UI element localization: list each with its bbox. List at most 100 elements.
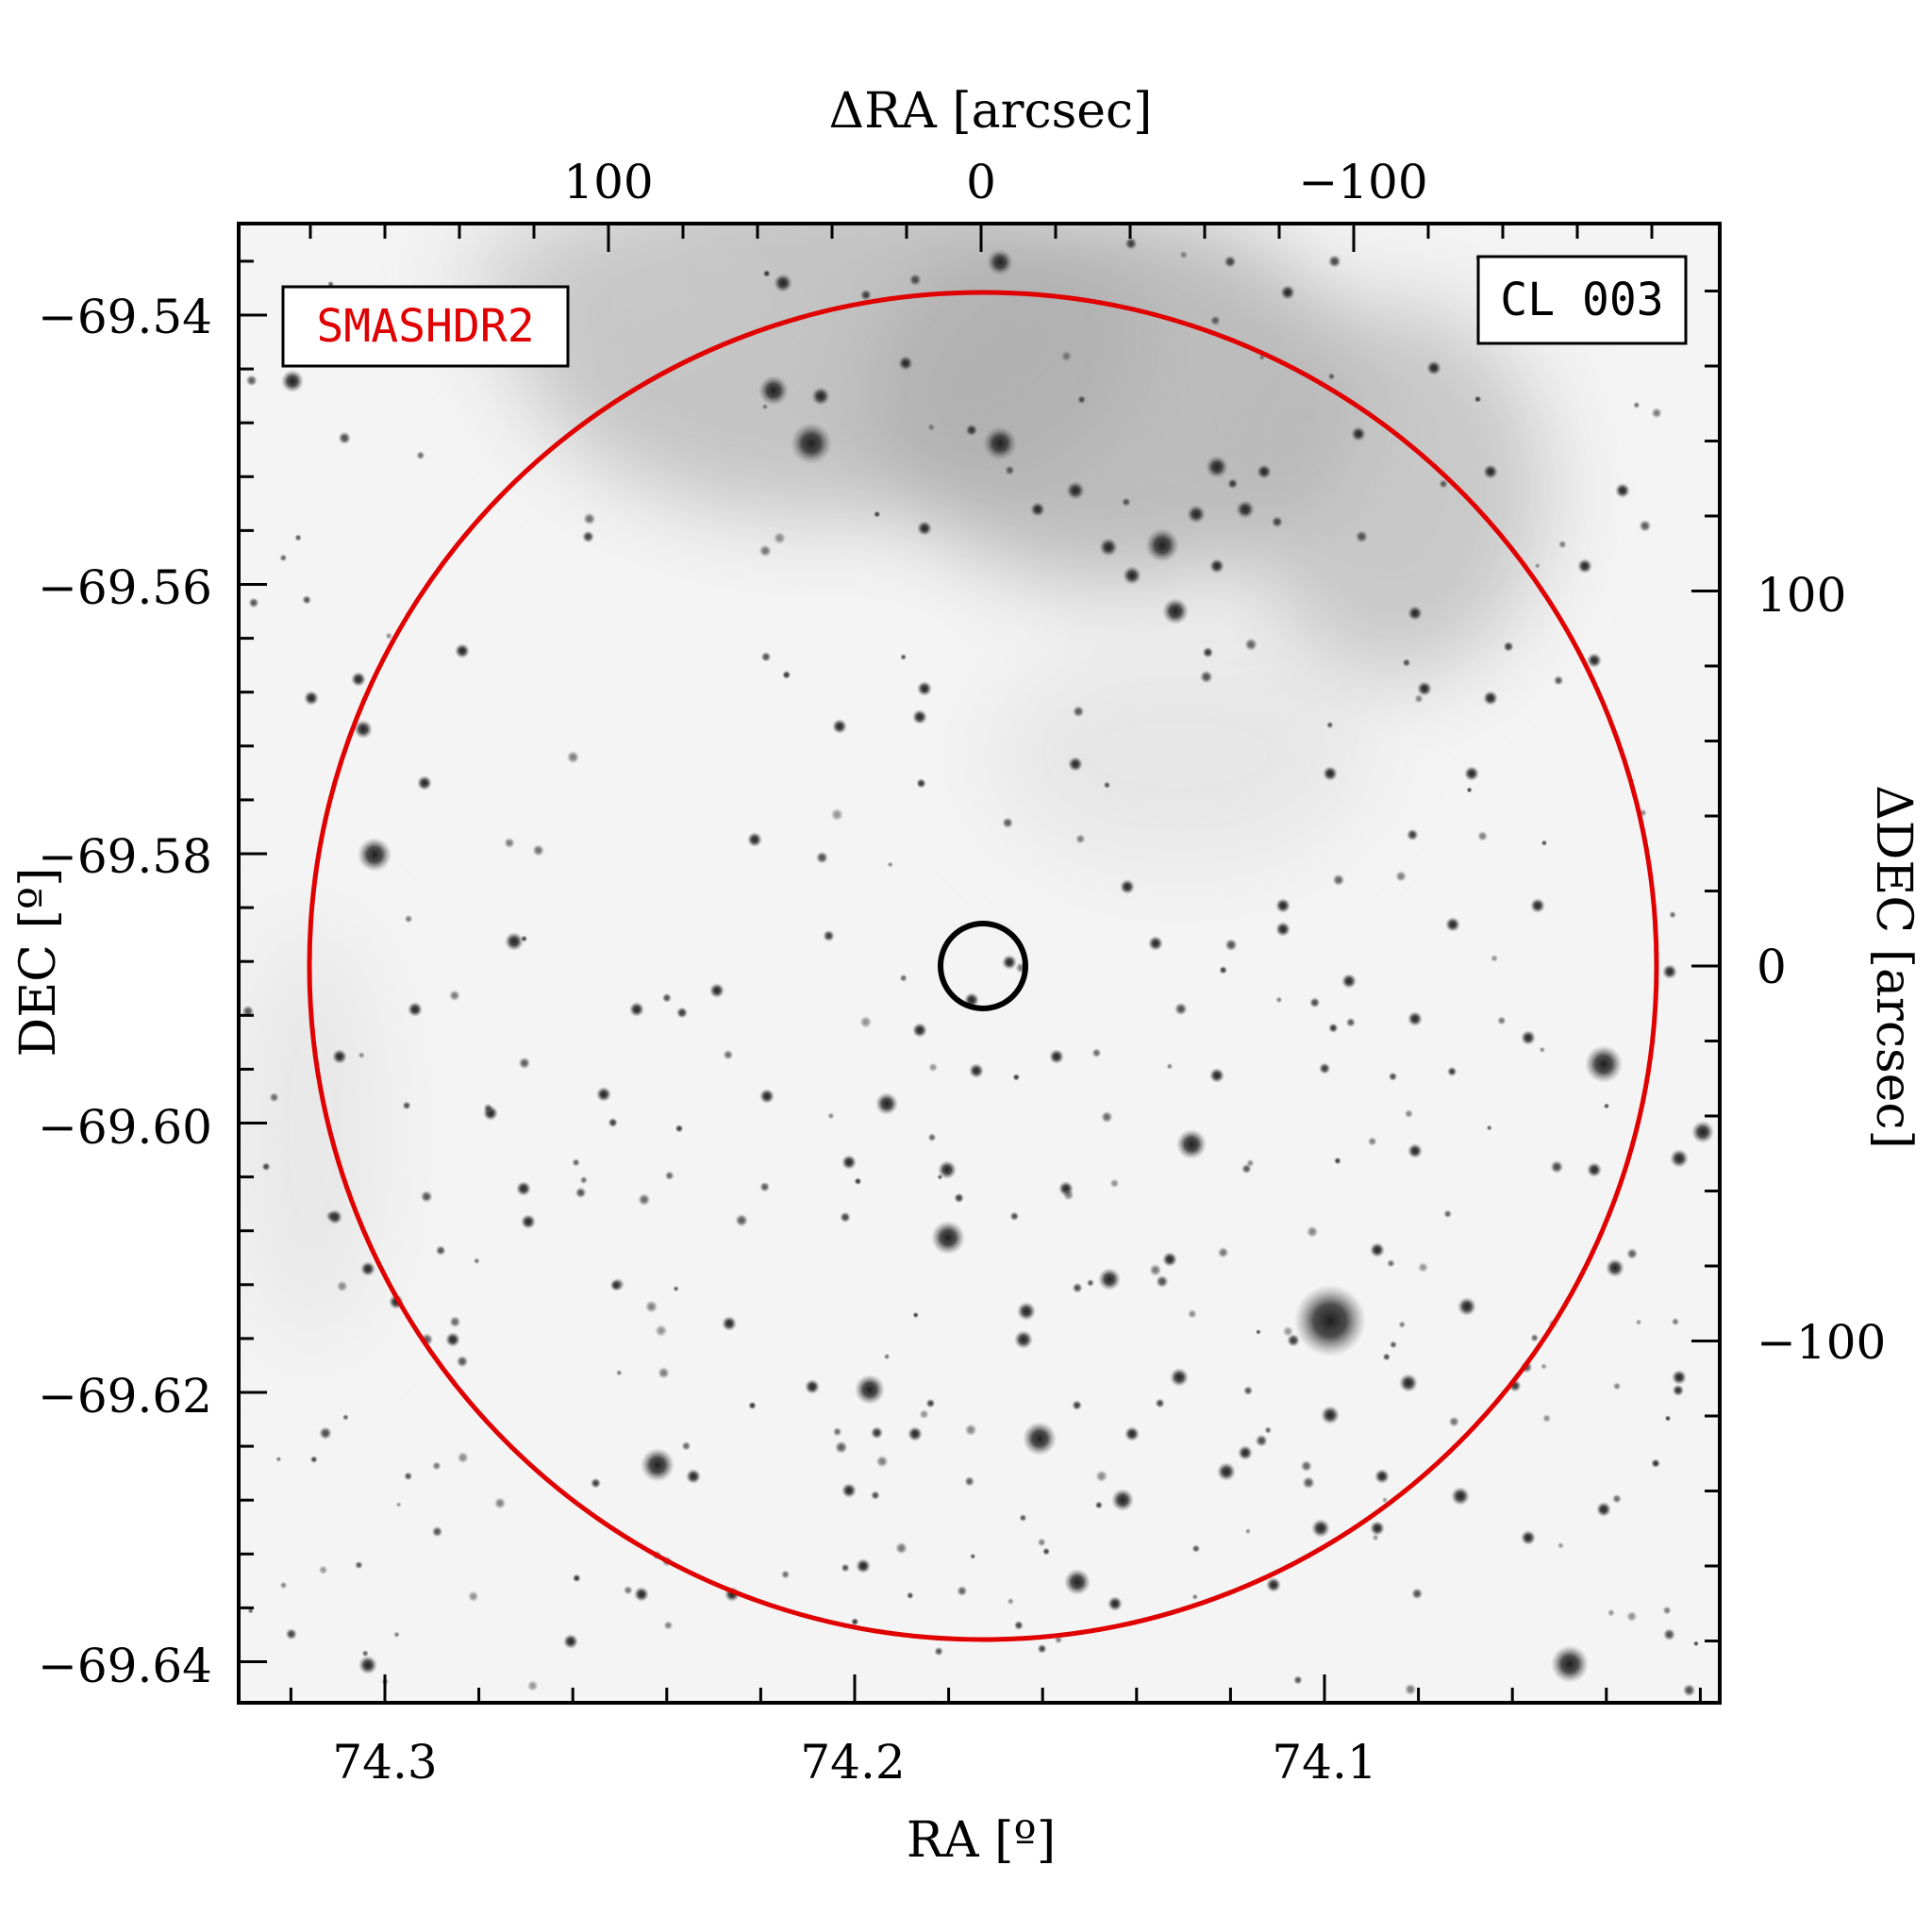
faint-star (404, 914, 413, 924)
faint-star (899, 974, 908, 983)
faint-star (644, 1300, 658, 1313)
faint-star (309, 1456, 318, 1464)
faint-star (1275, 996, 1283, 1004)
faint-star (1626, 1247, 1639, 1260)
star (1426, 360, 1441, 375)
star (1615, 483, 1630, 498)
star (791, 423, 832, 464)
faint-star (1156, 1274, 1169, 1289)
faint-star (1542, 1413, 1552, 1424)
faint-star (1541, 840, 1548, 846)
faint-star (870, 1426, 884, 1440)
star (1162, 1252, 1177, 1267)
faint-star (965, 424, 978, 437)
star (360, 1261, 375, 1276)
faint-star (456, 1355, 469, 1368)
faint-star (1557, 540, 1567, 549)
star (1068, 757, 1083, 772)
star (1670, 1149, 1689, 1168)
star (332, 1049, 347, 1064)
star (1275, 898, 1291, 913)
faint-star (912, 1311, 919, 1319)
faint-star (758, 544, 772, 558)
faint-star (970, 1553, 976, 1559)
faint-star (1287, 1333, 1300, 1347)
faint-star (1381, 1496, 1389, 1504)
star (1585, 1045, 1623, 1083)
faint-star (518, 1057, 531, 1070)
cluster-label-box: CL 003 (1476, 255, 1688, 345)
faint-star (823, 929, 835, 942)
faint-star (1491, 954, 1498, 962)
faint-star (1611, 1493, 1622, 1504)
star (1457, 1297, 1476, 1316)
dec-tick-label: −69.64 (38, 1639, 212, 1693)
star (1596, 1502, 1611, 1517)
faint-star (916, 778, 926, 789)
faint-star (1530, 1333, 1540, 1342)
faint-star (1004, 465, 1015, 475)
faint-star (1124, 237, 1138, 250)
faint-star (1187, 1308, 1197, 1319)
star (855, 1374, 885, 1405)
faint-star (827, 1112, 835, 1120)
faint-star (1662, 1628, 1676, 1641)
star (358, 838, 391, 872)
faint-star (1603, 1103, 1610, 1109)
survey-label-box: SMASHDR2 (281, 285, 570, 368)
star (1064, 1569, 1091, 1595)
star (1606, 1258, 1624, 1277)
faint-star (1334, 1157, 1341, 1165)
faint-star (1662, 1606, 1672, 1615)
faint-star (526, 1680, 539, 1691)
ra-tick-label: 74.2 (800, 1735, 905, 1790)
star (1551, 1645, 1589, 1683)
faint-star (358, 1051, 365, 1059)
faint-star (859, 1015, 873, 1028)
faint-star (435, 1245, 446, 1257)
faint-star (1651, 408, 1662, 419)
star (629, 1002, 644, 1017)
cluster-label: CL 003 (1500, 274, 1663, 326)
faint-star (957, 1585, 968, 1597)
faint-star (1550, 1159, 1564, 1174)
faint-star (1443, 1209, 1453, 1219)
faint-star (934, 1646, 943, 1657)
faint-star (432, 1461, 441, 1471)
faint-star (279, 1581, 288, 1590)
faint-star (483, 1103, 493, 1113)
star (912, 709, 927, 724)
faint-star (1402, 658, 1411, 667)
faint-star (894, 1541, 908, 1555)
faint-star (1635, 1319, 1642, 1325)
star (1587, 1162, 1602, 1177)
faint-star (658, 1366, 670, 1379)
faint-star (954, 1192, 964, 1204)
faint-star (1166, 1063, 1174, 1070)
star (1662, 964, 1677, 979)
faint-star (1241, 1163, 1252, 1174)
faint-star (1395, 870, 1407, 883)
faint-star (830, 808, 844, 822)
faint-star (1651, 1458, 1660, 1469)
faint-star (504, 837, 515, 849)
faint-star (532, 844, 545, 857)
faint-star (1255, 1328, 1261, 1335)
faint-star (1149, 1263, 1162, 1276)
faint-star (1367, 1137, 1377, 1146)
bottom-axis-label: RA [º] (907, 1812, 1056, 1869)
star (1417, 681, 1432, 696)
star (1577, 558, 1592, 574)
faint-star (1062, 1189, 1074, 1201)
faint-star (908, 273, 922, 287)
faint-star (1282, 1325, 1294, 1338)
faint-star (285, 1628, 297, 1641)
top-axis-label: ΔRA [arcsec] (829, 83, 1153, 140)
star (1351, 426, 1366, 441)
star (931, 1221, 965, 1255)
faint-star (1447, 1066, 1457, 1077)
faint-star (1669, 910, 1676, 919)
faint-star (1086, 1278, 1094, 1287)
faint-star (566, 750, 580, 764)
axis-ticks (239, 224, 1720, 1703)
